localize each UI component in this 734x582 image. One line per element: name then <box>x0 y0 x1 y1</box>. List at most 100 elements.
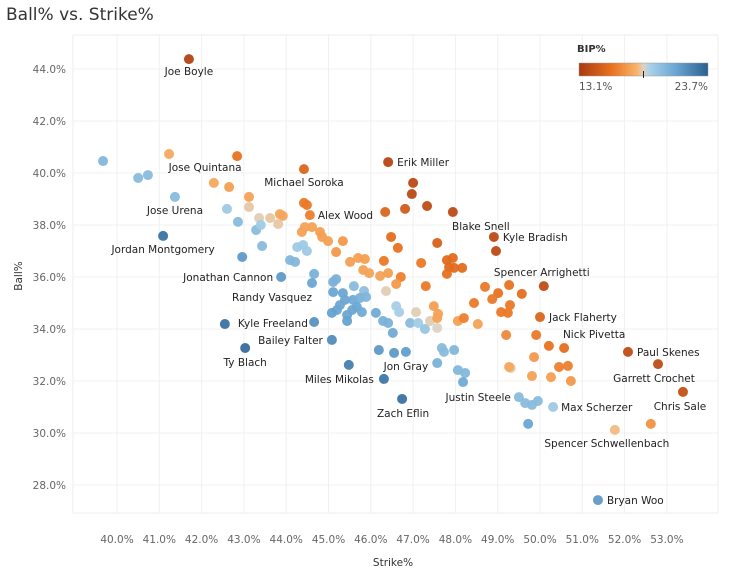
data-point[interactable] <box>389 347 400 358</box>
data-point[interactable] <box>469 298 480 308</box>
data-point[interactable] <box>428 301 439 312</box>
point-jose-quintana[interactable] <box>232 151 243 162</box>
data-point[interactable] <box>208 177 219 188</box>
data-point[interactable] <box>348 281 359 292</box>
data-point[interactable] <box>422 201 433 212</box>
data-point[interactable] <box>562 360 573 371</box>
point-zach-eflin[interactable] <box>397 393 408 404</box>
data-point[interactable] <box>543 340 554 351</box>
point-kyle-freeland[interactable] <box>219 319 230 330</box>
point-justin-steele[interactable] <box>513 392 524 403</box>
data-point[interactable] <box>491 246 502 256</box>
data-point[interactable] <box>383 318 394 329</box>
data-point[interactable] <box>290 256 301 267</box>
point-spencer-schwellenbach[interactable] <box>609 424 620 435</box>
data-point[interactable] <box>472 319 483 330</box>
data-point[interactable] <box>504 300 515 311</box>
data-point[interactable] <box>243 202 254 213</box>
data-point[interactable] <box>359 254 370 265</box>
data-point[interactable] <box>337 236 348 247</box>
data-point[interactable] <box>331 274 342 285</box>
data-point[interactable] <box>531 329 542 340</box>
data-point[interactable] <box>356 307 367 318</box>
data-point[interactable] <box>221 203 232 214</box>
data-point[interactable] <box>438 346 449 357</box>
data-point[interactable] <box>504 280 515 291</box>
data-point[interactable] <box>419 324 430 334</box>
data-point[interactable] <box>345 256 356 267</box>
point-paul-skenes[interactable] <box>622 346 633 357</box>
data-point[interactable] <box>394 307 405 318</box>
data-point[interactable] <box>400 203 411 214</box>
data-point[interactable] <box>432 358 443 369</box>
point-miles-mikolas[interactable] <box>378 373 389 384</box>
point-jordan-montgomery[interactable] <box>158 230 169 241</box>
data-point[interactable] <box>326 307 337 318</box>
data-point[interactable] <box>307 222 318 233</box>
data-point[interactable] <box>501 329 512 340</box>
point-garrett-crochet[interactable] <box>653 359 664 370</box>
data-point[interactable] <box>449 345 460 356</box>
point-chris-sale[interactable] <box>677 386 688 397</box>
data-point[interactable] <box>309 268 320 279</box>
point-michael-soroka[interactable] <box>298 164 309 175</box>
data-point[interactable] <box>373 345 384 356</box>
point-alex-wood[interactable] <box>304 210 315 221</box>
data-point[interactable] <box>458 377 469 388</box>
data-point[interactable] <box>361 292 372 303</box>
data-point[interactable] <box>309 316 320 327</box>
data-point[interactable] <box>331 247 342 258</box>
data-point[interactable] <box>375 270 386 281</box>
data-point[interactable] <box>516 288 527 299</box>
point-spencer-arrighetti[interactable] <box>538 281 549 292</box>
data-point[interactable] <box>447 253 458 264</box>
data-point[interactable] <box>243 191 254 202</box>
data-point[interactable] <box>523 418 534 429</box>
data-point[interactable] <box>432 237 443 248</box>
data-point[interactable] <box>645 418 656 429</box>
point-bryan-woo[interactable] <box>592 495 603 506</box>
data-point[interactable] <box>406 189 417 200</box>
data-point[interactable] <box>565 376 576 386</box>
data-point[interactable] <box>554 361 565 372</box>
data-point[interactable] <box>301 199 312 210</box>
data-point[interactable] <box>98 156 109 167</box>
data-point[interactable] <box>395 272 406 282</box>
point-max-scherzer[interactable] <box>548 402 559 412</box>
point-jose-urena[interactable] <box>169 191 180 202</box>
data-point[interactable] <box>458 313 469 324</box>
data-point[interactable] <box>277 210 288 221</box>
data-point[interactable] <box>164 149 175 160</box>
data-point[interactable] <box>378 255 389 266</box>
data-point[interactable] <box>301 246 312 256</box>
data-point[interactable] <box>273 218 284 229</box>
data-point[interactable] <box>457 262 468 273</box>
data-point[interactable] <box>487 294 498 305</box>
point-jonathan-cannon[interactable] <box>276 272 287 282</box>
data-point[interactable] <box>392 242 403 253</box>
data-point[interactable] <box>383 268 394 279</box>
data-point[interactable] <box>420 281 431 292</box>
data-point[interactable] <box>328 287 339 298</box>
point-kyle-bradish[interactable] <box>488 231 499 242</box>
data-point[interactable] <box>323 236 334 247</box>
point-randy-vasquez[interactable] <box>307 277 318 288</box>
data-point[interactable] <box>380 207 391 217</box>
data-point[interactable] <box>532 396 543 407</box>
point-erik-miller[interactable] <box>383 157 394 168</box>
data-point[interactable] <box>342 315 353 326</box>
data-point[interactable] <box>432 322 443 333</box>
data-point[interactable] <box>133 172 144 183</box>
data-point[interactable] <box>460 367 471 378</box>
point-blake-snell[interactable] <box>447 207 458 217</box>
point-jack-flaherty[interactable] <box>535 312 545 323</box>
point-bailey-falter[interactable] <box>326 334 337 345</box>
data-point[interactable] <box>296 227 307 238</box>
point-ty-blach[interactable] <box>240 342 251 353</box>
data-point[interactable] <box>441 268 452 279</box>
data-point[interactable] <box>381 286 392 297</box>
data-point[interactable] <box>416 257 427 268</box>
data-point[interactable] <box>432 313 443 324</box>
data-point[interactable] <box>255 220 266 230</box>
data-point[interactable] <box>142 170 153 181</box>
